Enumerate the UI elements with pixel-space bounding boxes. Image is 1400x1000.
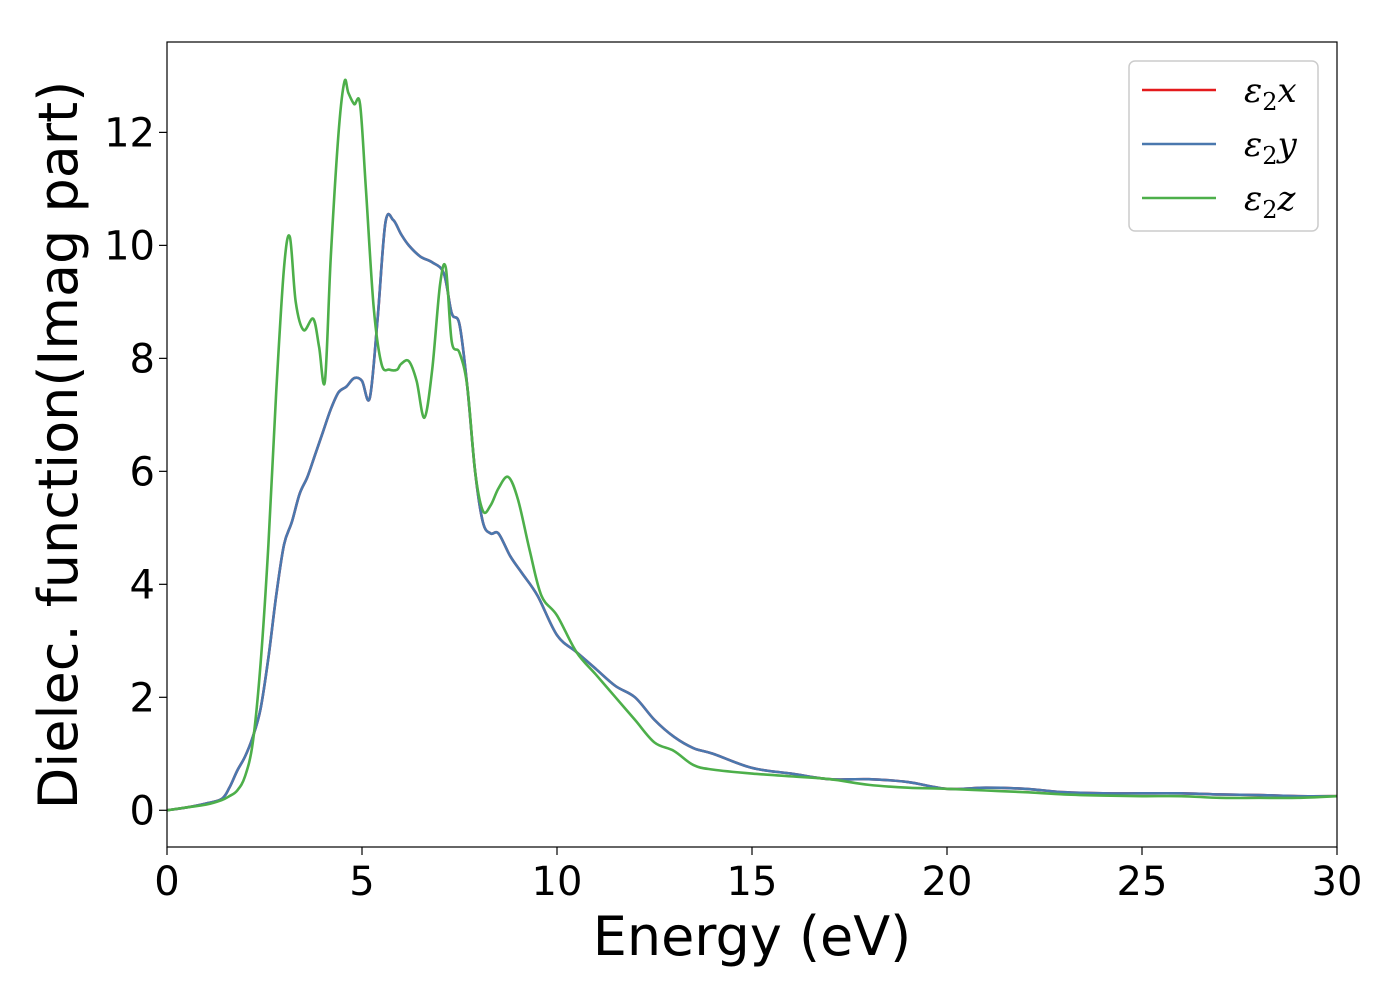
x-axis-ticks: 0 5 10 15 20 25 30	[154, 847, 1362, 905]
legend-label-y: ε2y	[1244, 125, 1298, 170]
y-tick-label: 0	[130, 788, 155, 834]
series-layer	[166, 78, 1338, 812]
y-axis-ticks: 0 2 4 6 8 10 12	[104, 110, 167, 834]
y-tick-label: 2	[130, 675, 155, 721]
x-tick-label: 30	[1312, 859, 1363, 905]
legend-label-x: ε2x	[1244, 71, 1297, 116]
legend: ε2x ε2y ε2z	[1128, 60, 1319, 232]
x-tick-label: 10	[532, 859, 583, 905]
y-tick-label: 4	[130, 562, 155, 608]
x-tick-label: 5	[349, 859, 374, 905]
series-line-y	[166, 212, 1338, 812]
series-line-x	[166, 212, 1338, 812]
x-tick-label: 25	[1117, 859, 1168, 905]
y-tick-label: 12	[104, 110, 155, 156]
x-tick-label: 0	[154, 859, 179, 905]
y-tick-label: 10	[104, 223, 155, 269]
series-line-z	[166, 78, 1338, 812]
legend-frame	[1128, 60, 1319, 232]
x-tick-label: 15	[727, 859, 778, 905]
legend-label-z: ε2z	[1244, 179, 1297, 224]
y-axis-title: Dielec. function(Imag part)	[27, 81, 90, 810]
x-axis-title: Energy (eV)	[593, 905, 912, 968]
y-tick-label: 8	[130, 336, 155, 382]
y-tick-label: 6	[130, 449, 155, 495]
x-tick-label: 20	[922, 859, 973, 905]
